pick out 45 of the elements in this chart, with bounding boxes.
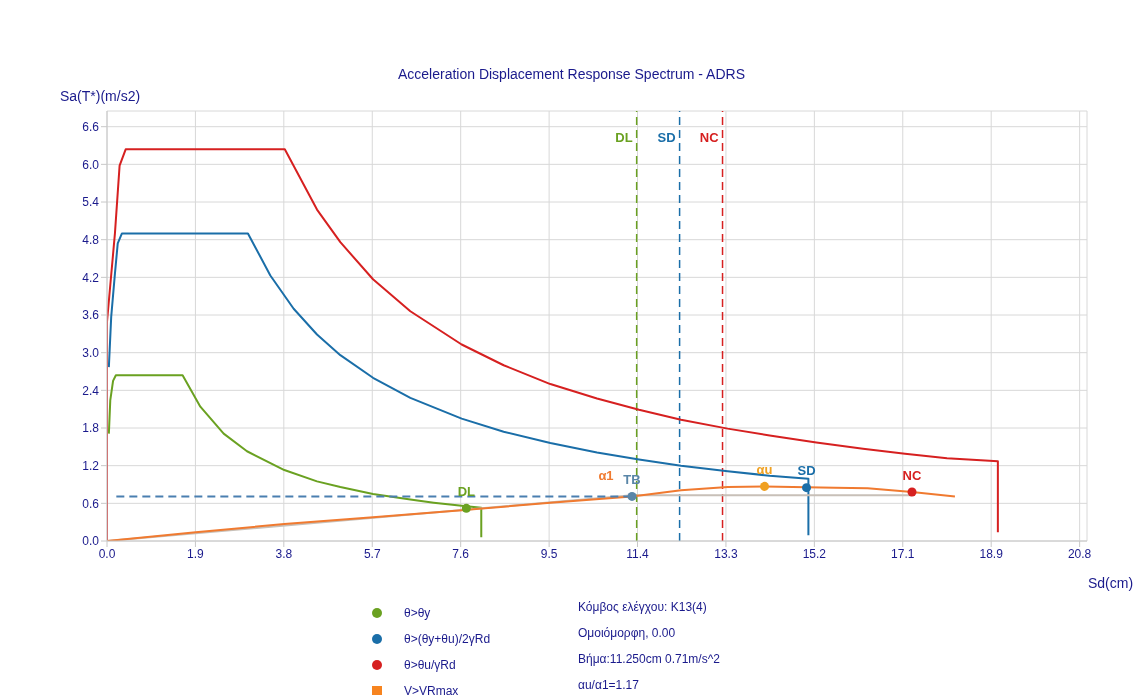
y-tick-label: 6.0 (82, 157, 100, 172)
x-tick-label: 5.7 (363, 546, 381, 561)
x-tick-label: 3.8 (275, 546, 293, 561)
y-axis-title: Sa(T*)(m/s2) (60, 88, 141, 104)
x-tick-label: 20.8 (1067, 546, 1092, 561)
x-tick-label: 9.5 (540, 546, 558, 561)
y-tick-label: 0.6 (82, 496, 100, 511)
legend-label: θ>θu/γRd (404, 658, 456, 672)
legend-label: θ>θy (404, 606, 431, 620)
text: Ομοιόμορφη, 0.00 (578, 626, 677, 642)
y-tick-label: 3.6 (82, 308, 100, 323)
data-label: DL (457, 483, 476, 499)
x-tick-label: 13.3 (714, 546, 738, 561)
x-tick-label: 0.0 (98, 546, 116, 561)
y-tick-label: 0.0 (82, 534, 100, 549)
y-tick-label: 1.2 (82, 458, 100, 473)
data-label: α1 (598, 468, 614, 484)
data-label: TB (623, 471, 641, 487)
data-label: αu (756, 461, 773, 477)
legend-label: V>VRmax (404, 684, 459, 695)
x-tick-label: 7.6 (452, 546, 470, 561)
y-tick-label: 3.0 (82, 345, 100, 360)
ref-line-label: SD (657, 130, 676, 146)
ref-line-label: DL (615, 130, 633, 146)
y-tick-label: 4.8 (82, 232, 100, 247)
x-tick-label: 15.2 (802, 546, 827, 561)
x-tick-label: 11.4 (626, 546, 650, 561)
y-tick-label: 2.4 (82, 383, 100, 398)
text: αu/α1=1.17 (578, 678, 640, 694)
text: Κόμβος ελέγχου: K13(4) (578, 600, 708, 616)
data-label: SD (797, 463, 816, 479)
chart-title: Acceleration Displacement Response Spectrum - ADRS (396, 66, 746, 82)
y-tick-label: 1.8 (82, 421, 100, 436)
line-series (107, 374, 483, 539)
data-label: NC (902, 467, 922, 483)
y-tick-label: 6.6 (82, 119, 100, 134)
ref-line-label: NC (699, 130, 720, 146)
x-tick-label: 18.9 (979, 546, 1004, 561)
x-tick-label: 17.1 (891, 546, 915, 561)
x-tick-label: 1.9 (187, 546, 205, 561)
legend-label: θ>(θy+θu)/2γRd (404, 632, 491, 646)
text: Βήμα:11.250cm 0.71m/s^2 (578, 652, 720, 668)
y-tick-label: 4.2 (82, 270, 100, 285)
x-axis-title: Sd(cm) (1088, 575, 1134, 591)
y-tick-label: 5.4 (82, 195, 100, 210)
